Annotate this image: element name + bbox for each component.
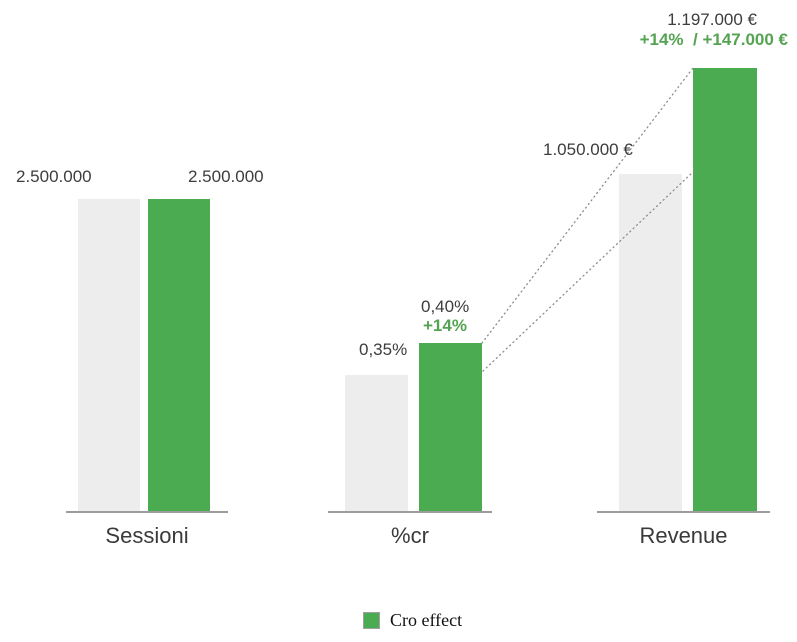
axis-line-revenue [597,511,770,513]
legend-label-cro-effect: Cro effect [390,610,463,630]
axis-label-revenue: Revenue [639,523,728,548]
bar-revenue-baseline [619,174,682,512]
bar-cr-effect [419,343,482,512]
axis-label-sessioni: Sessioni [105,523,189,548]
delta-label-cr: +14% [423,316,467,335]
value-label-cr-baseline: 0,35% [359,340,408,359]
bar-sessioni-baseline [78,199,140,512]
value-label-revenue-effect: 1.197.000 € [667,10,757,29]
value-label-revenue-baseline: 1.050.000 € [543,140,633,159]
delta-label-revenue: +14% / +147.000 € [639,30,788,49]
value-label-sessioni-baseline: 2.500.000 [16,167,92,186]
axis-line-sessioni [66,511,228,513]
axis-label-cr: %cr [391,523,429,548]
projection-line-baseline-top [482,170,695,372]
bar-revenue-effect [693,68,757,512]
axis-line-cr [328,511,492,513]
bar-sessioni-effect [148,199,210,512]
legend-swatch-cro-effect [363,612,380,629]
value-label-sessioni-effect: 2.500.000 [188,167,264,186]
value-label-cr-effect: 0,40% [421,297,470,316]
projection-line-effect-top [481,67,694,344]
bar-cr-baseline [345,375,408,512]
